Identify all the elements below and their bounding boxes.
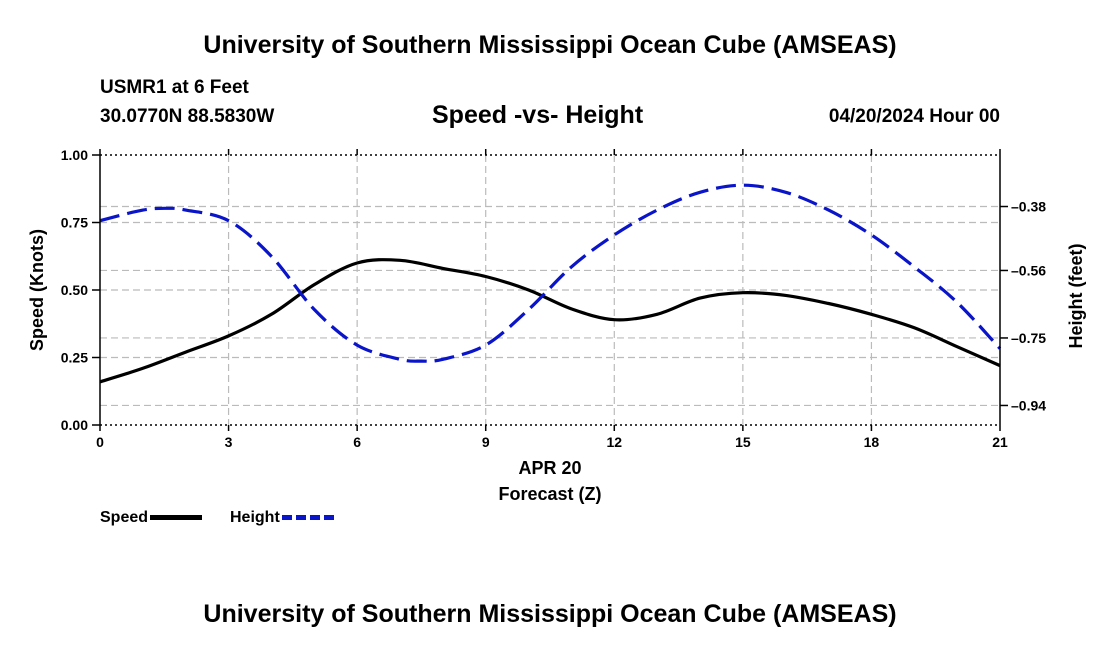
legend-speed: Speed — [100, 509, 203, 527]
x-axis-title: Forecast (Z) — [498, 484, 601, 504]
series-height-line — [99, 183, 1002, 363]
x-tick-label: 12 — [606, 434, 622, 450]
y-tick-label: 0.00 — [61, 417, 88, 433]
station-label: USMR1 at 6 Feet — [100, 77, 249, 98]
y-tick-label: 0.25 — [61, 350, 88, 366]
x-axis-date: APR 20 — [518, 458, 581, 478]
footer-title: University of Southern Mississippi Ocean… — [203, 600, 897, 628]
y2-tick-label: –0.75 — [1011, 330, 1046, 346]
chart-title: Speed -vs- Height — [432, 101, 644, 129]
x-tick-label: 21 — [992, 434, 1008, 450]
series-speed-line — [99, 258, 1001, 384]
x-tick-label: 0 — [96, 434, 104, 450]
grid — [100, 155, 1000, 425]
legend-height: Height — [230, 509, 334, 527]
station-coordinates: 30.0770N 88.5830W — [100, 106, 275, 127]
page-title: University of Southern Mississippi Ocean… — [203, 31, 897, 59]
y-tick-label: 1.00 — [61, 147, 88, 163]
legend-height-swatch — [281, 515, 334, 521]
x-tick-label: 15 — [735, 434, 751, 450]
y-tick-label: 0.50 — [61, 282, 88, 298]
x-tick-label: 3 — [225, 434, 233, 450]
forecast-datetime: 04/20/2024 Hour 00 — [828, 106, 1000, 127]
y2-tick-label: –0.56 — [1011, 262, 1046, 278]
y-tick-label: 0.75 — [61, 215, 88, 231]
y2-axis-title: Height (feet) — [1066, 244, 1086, 349]
axes: 0 3 6 9 12 15 18 21 0.00 0.25 0.50 0.75 1.00 –0.38 –0.… — [27, 147, 1086, 504]
x-tick-label: 6 — [353, 434, 361, 450]
legend-speed-swatch — [150, 515, 203, 521]
legend-height-label: Height — [230, 509, 280, 526]
y2-tick-label: –0.94 — [1011, 397, 1046, 413]
y2-tick-label: –0.38 — [1011, 199, 1046, 215]
y-axis-title: Speed (Knots) — [27, 229, 47, 351]
x-tick-label: 9 — [482, 434, 490, 450]
legend-speed-label: Speed — [100, 509, 149, 526]
series — [99, 183, 1002, 384]
x-tick-label: 18 — [864, 434, 880, 450]
